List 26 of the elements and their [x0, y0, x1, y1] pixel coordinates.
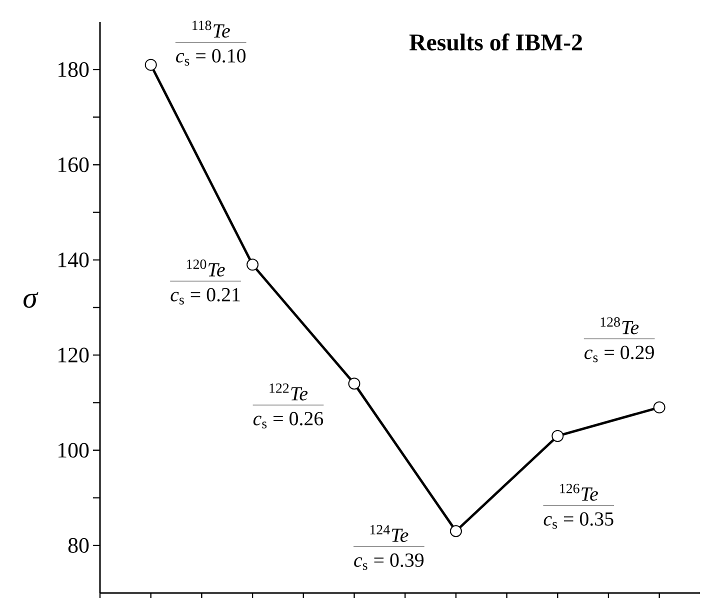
annotation: $^{118}$Te	[192, 20, 230, 38]
annotation: c$_{s}$ = 0.29	[584, 346, 654, 362]
y-tick-label: 100	[58, 442, 89, 458]
point	[348, 378, 360, 390]
y-tick-label: 80	[68, 538, 89, 553]
point	[450, 525, 462, 538]
point	[144, 58, 157, 71]
chart-title: Results of IBM-2	[409, 33, 582, 51]
annotation: c$_{s}$ = 0.35	[544, 512, 614, 529]
y-tick-label: 140	[58, 252, 89, 268]
annotation: c$_{s}$ = 0.39	[354, 553, 424, 570]
y-tick-label: 160	[58, 157, 89, 172]
annotation: $^{120}$Te	[187, 260, 225, 277]
point	[246, 258, 259, 271]
y-axis-title: σ	[24, 292, 38, 308]
annotation: $^{124}$Te	[370, 525, 408, 542]
point	[552, 430, 564, 442]
point	[653, 401, 666, 414]
y-tick-label: 120	[58, 348, 89, 362]
annotation: $^{122}$Te	[270, 384, 308, 400]
annotation: $^{128}$Te	[600, 317, 639, 334]
annotation: c$_{s}$ = 0.21	[170, 288, 240, 304]
annotation: c$_{s}$ = 0.26	[253, 412, 324, 428]
annotation: $^{126}$Te	[560, 484, 598, 501]
annotation: c$_{s}$ = 0.10	[176, 49, 246, 66]
y-tick-label: 180	[58, 62, 89, 77]
